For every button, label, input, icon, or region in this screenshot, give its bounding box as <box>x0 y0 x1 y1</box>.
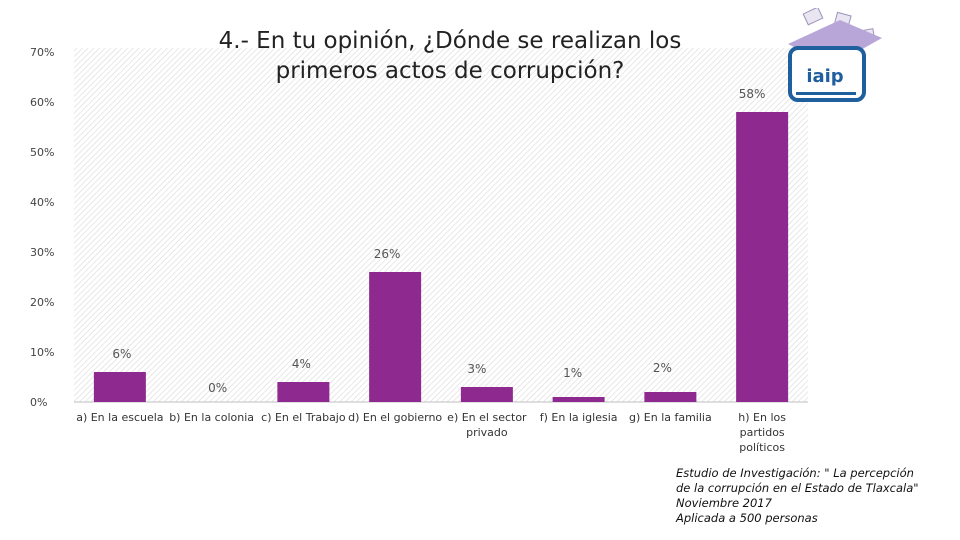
footnote-line-3: Noviembre 2017 <box>676 496 772 510</box>
x-category-label: a) En la escuela <box>76 411 163 424</box>
footnote-line-1: Estudio de Investigación: " La percepció… <box>676 466 914 480</box>
y-tick-label: 40% <box>30 196 54 209</box>
x-category-label: g) En la familia <box>629 411 712 424</box>
y-tick-label: 70% <box>30 46 54 59</box>
data-label: 58% <box>739 87 766 101</box>
bar <box>93 372 146 402</box>
chart-title-line-1: 4.- En tu opinión, ¿Dónde se realizan lo… <box>218 28 682 54</box>
y-tick-label: 20% <box>30 296 54 309</box>
data-label: 1% <box>563 366 582 380</box>
y-tick-label: 0% <box>30 396 47 409</box>
x-category-label: b) En la colonia <box>169 411 254 424</box>
chart-title-line-2: primeros actos de corrupción? <box>275 58 625 84</box>
data-label: 0% <box>208 381 227 395</box>
bar <box>736 112 789 402</box>
chart-title: 4.- En tu opinión, ¿Dónde se realizan lo… <box>170 26 730 86</box>
footnote-line-4: Aplicada a 500 personas <box>676 511 818 525</box>
footnote: Estudio de Investigación: " La percepció… <box>676 466 946 526</box>
bar <box>369 272 422 402</box>
x-category-label: d) En el gobierno <box>348 411 442 424</box>
x-category-label: f) En la iglesia <box>540 411 618 424</box>
bar <box>277 382 330 402</box>
y-tick-label: 50% <box>30 146 54 159</box>
y-tick-label: 60% <box>30 96 54 109</box>
bar <box>460 387 513 402</box>
plot-area <box>74 48 808 402</box>
data-label: 4% <box>292 357 311 371</box>
y-tick-label: 30% <box>30 246 54 259</box>
y-tick-label: 10% <box>30 346 54 359</box>
x-category-label: e) En el sector privado <box>447 411 527 439</box>
data-label: 26% <box>374 247 401 261</box>
data-label: 3% <box>467 362 486 376</box>
footnote-line-2: de la corrupción en el Estado de Tlaxcal… <box>676 481 919 495</box>
bar <box>552 397 605 402</box>
logo-text: iaip <box>806 66 844 87</box>
data-label: 6% <box>112 347 131 361</box>
bar <box>644 392 697 402</box>
x-category-label: h) En los partidos políticos <box>738 411 786 454</box>
x-category-label: c) En el Trabajo <box>261 411 346 424</box>
iaip-logo-icon <box>788 8 882 102</box>
data-label: 2% <box>653 361 672 375</box>
